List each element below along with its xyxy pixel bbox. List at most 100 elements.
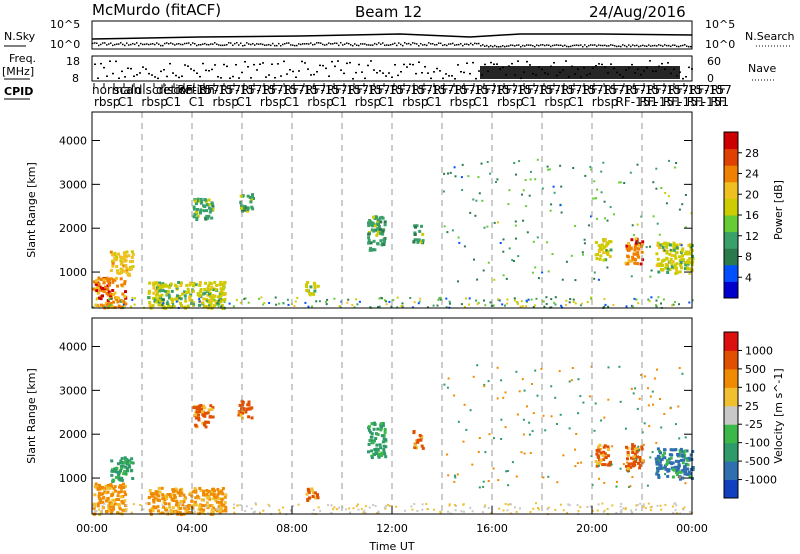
freq-point — [226, 65, 228, 68]
echo-cell — [572, 167, 575, 169]
nsearch-point — [566, 45, 568, 48]
echo-cell — [477, 450, 480, 453]
nsearch-point — [244, 44, 246, 47]
echo-cell — [664, 467, 668, 471]
echo-cell — [597, 445, 600, 449]
nsearch-point — [198, 44, 200, 46]
echo-cell — [586, 506, 589, 508]
echo-cell — [597, 278, 600, 281]
nsearch-point — [362, 43, 364, 45]
echo-cell — [467, 303, 470, 306]
echo-cell — [94, 303, 98, 307]
echo-cell — [684, 462, 688, 466]
echo-cell — [162, 505, 166, 509]
echo-cell — [207, 214, 211, 218]
echo-cell — [522, 189, 525, 192]
echo-cell — [213, 280, 217, 284]
echo-cell — [681, 469, 685, 473]
echo-cell — [669, 448, 673, 452]
echo-cell — [347, 298, 350, 301]
echo-cell — [109, 292, 113, 296]
echo-cell — [377, 455, 381, 459]
echo-cell — [536, 158, 539, 161]
echo-cell — [385, 303, 388, 306]
nsearch-point — [272, 42, 274, 45]
freq-point — [103, 66, 105, 69]
echo-cell — [369, 220, 373, 224]
echo-cell — [165, 507, 168, 509]
echo-cell — [101, 287, 105, 290]
echo-cell — [671, 260, 675, 264]
nsearch-point — [200, 44, 202, 46]
nsearch-point — [332, 43, 334, 45]
echo-cell — [203, 205, 207, 208]
echo-cell — [189, 281, 193, 285]
echo-cell — [192, 215, 196, 219]
echo-cell — [188, 296, 192, 300]
nsearch-point — [526, 44, 528, 46]
echo-cell — [548, 168, 551, 171]
freq-point — [127, 67, 129, 69]
echo-cell — [113, 498, 116, 502]
cpid-label-top: RF — [711, 83, 726, 97]
echo-cell — [482, 485, 485, 488]
echo-cell — [656, 241, 660, 245]
freq-point — [151, 74, 153, 76]
freq-point — [265, 76, 267, 78]
echo-cell — [546, 507, 549, 510]
colorbar-tick-label: -1000 — [745, 474, 777, 487]
echo-cell — [411, 508, 414, 511]
nsearch-point — [132, 42, 134, 45]
echo-cell — [125, 266, 129, 270]
cpid-label-bottom: rbsp — [213, 95, 239, 109]
colorbar-swatch — [724, 479, 738, 499]
nsearch-point — [298, 43, 300, 45]
echo-cell — [374, 452, 378, 456]
echo-cell — [596, 253, 600, 256]
echo-cell — [98, 487, 102, 491]
echo-cell — [500, 418, 503, 421]
echo-cell — [635, 458, 638, 461]
freq-point — [337, 60, 339, 62]
echo-cell — [553, 191, 556, 194]
echo-cell — [678, 270, 682, 274]
echo-cell — [106, 278, 110, 282]
echo-cell — [416, 239, 420, 243]
echo-cell — [668, 461, 672, 465]
echo-cell — [550, 306, 553, 309]
echo-cell — [183, 506, 187, 510]
cpid-label-bottom: rbsp — [94, 95, 120, 109]
echo-cell — [123, 295, 127, 299]
echo-cell — [121, 464, 125, 468]
cpid-row: CPID normalscandiscretiondiscretionRF-15… — [4, 83, 732, 109]
nsearch-point — [582, 45, 584, 48]
echo-cell — [211, 415, 215, 419]
nsearch-point — [254, 44, 256, 46]
echo-cell — [638, 464, 642, 468]
echo-cell — [652, 403, 654, 406]
echo-cell — [293, 305, 296, 307]
nsearch-point — [670, 45, 672, 48]
echo-cell — [588, 224, 590, 227]
echo-cell — [104, 486, 108, 490]
freq-point — [280, 75, 282, 77]
echo-cell — [679, 477, 682, 481]
echo-cell — [660, 458, 664, 462]
echo-cell — [372, 439, 376, 443]
echo-cell — [656, 504, 659, 507]
echo-cell — [674, 509, 677, 512]
nsearch-point — [344, 43, 346, 45]
echo-cell — [532, 240, 535, 243]
echo-cell — [258, 511, 261, 514]
colorbar-swatch — [724, 264, 738, 282]
nsearch-point — [634, 45, 636, 47]
echo-cell — [619, 400, 622, 403]
echo-cell — [680, 453, 684, 457]
echo-cell — [640, 250, 644, 254]
echo-cell — [192, 281, 196, 285]
power-gridlines — [141, 112, 643, 308]
echo-cell — [454, 175, 457, 178]
echo-cell — [223, 281, 227, 285]
freq-point — [106, 75, 108, 77]
echo-cell — [634, 237, 638, 241]
